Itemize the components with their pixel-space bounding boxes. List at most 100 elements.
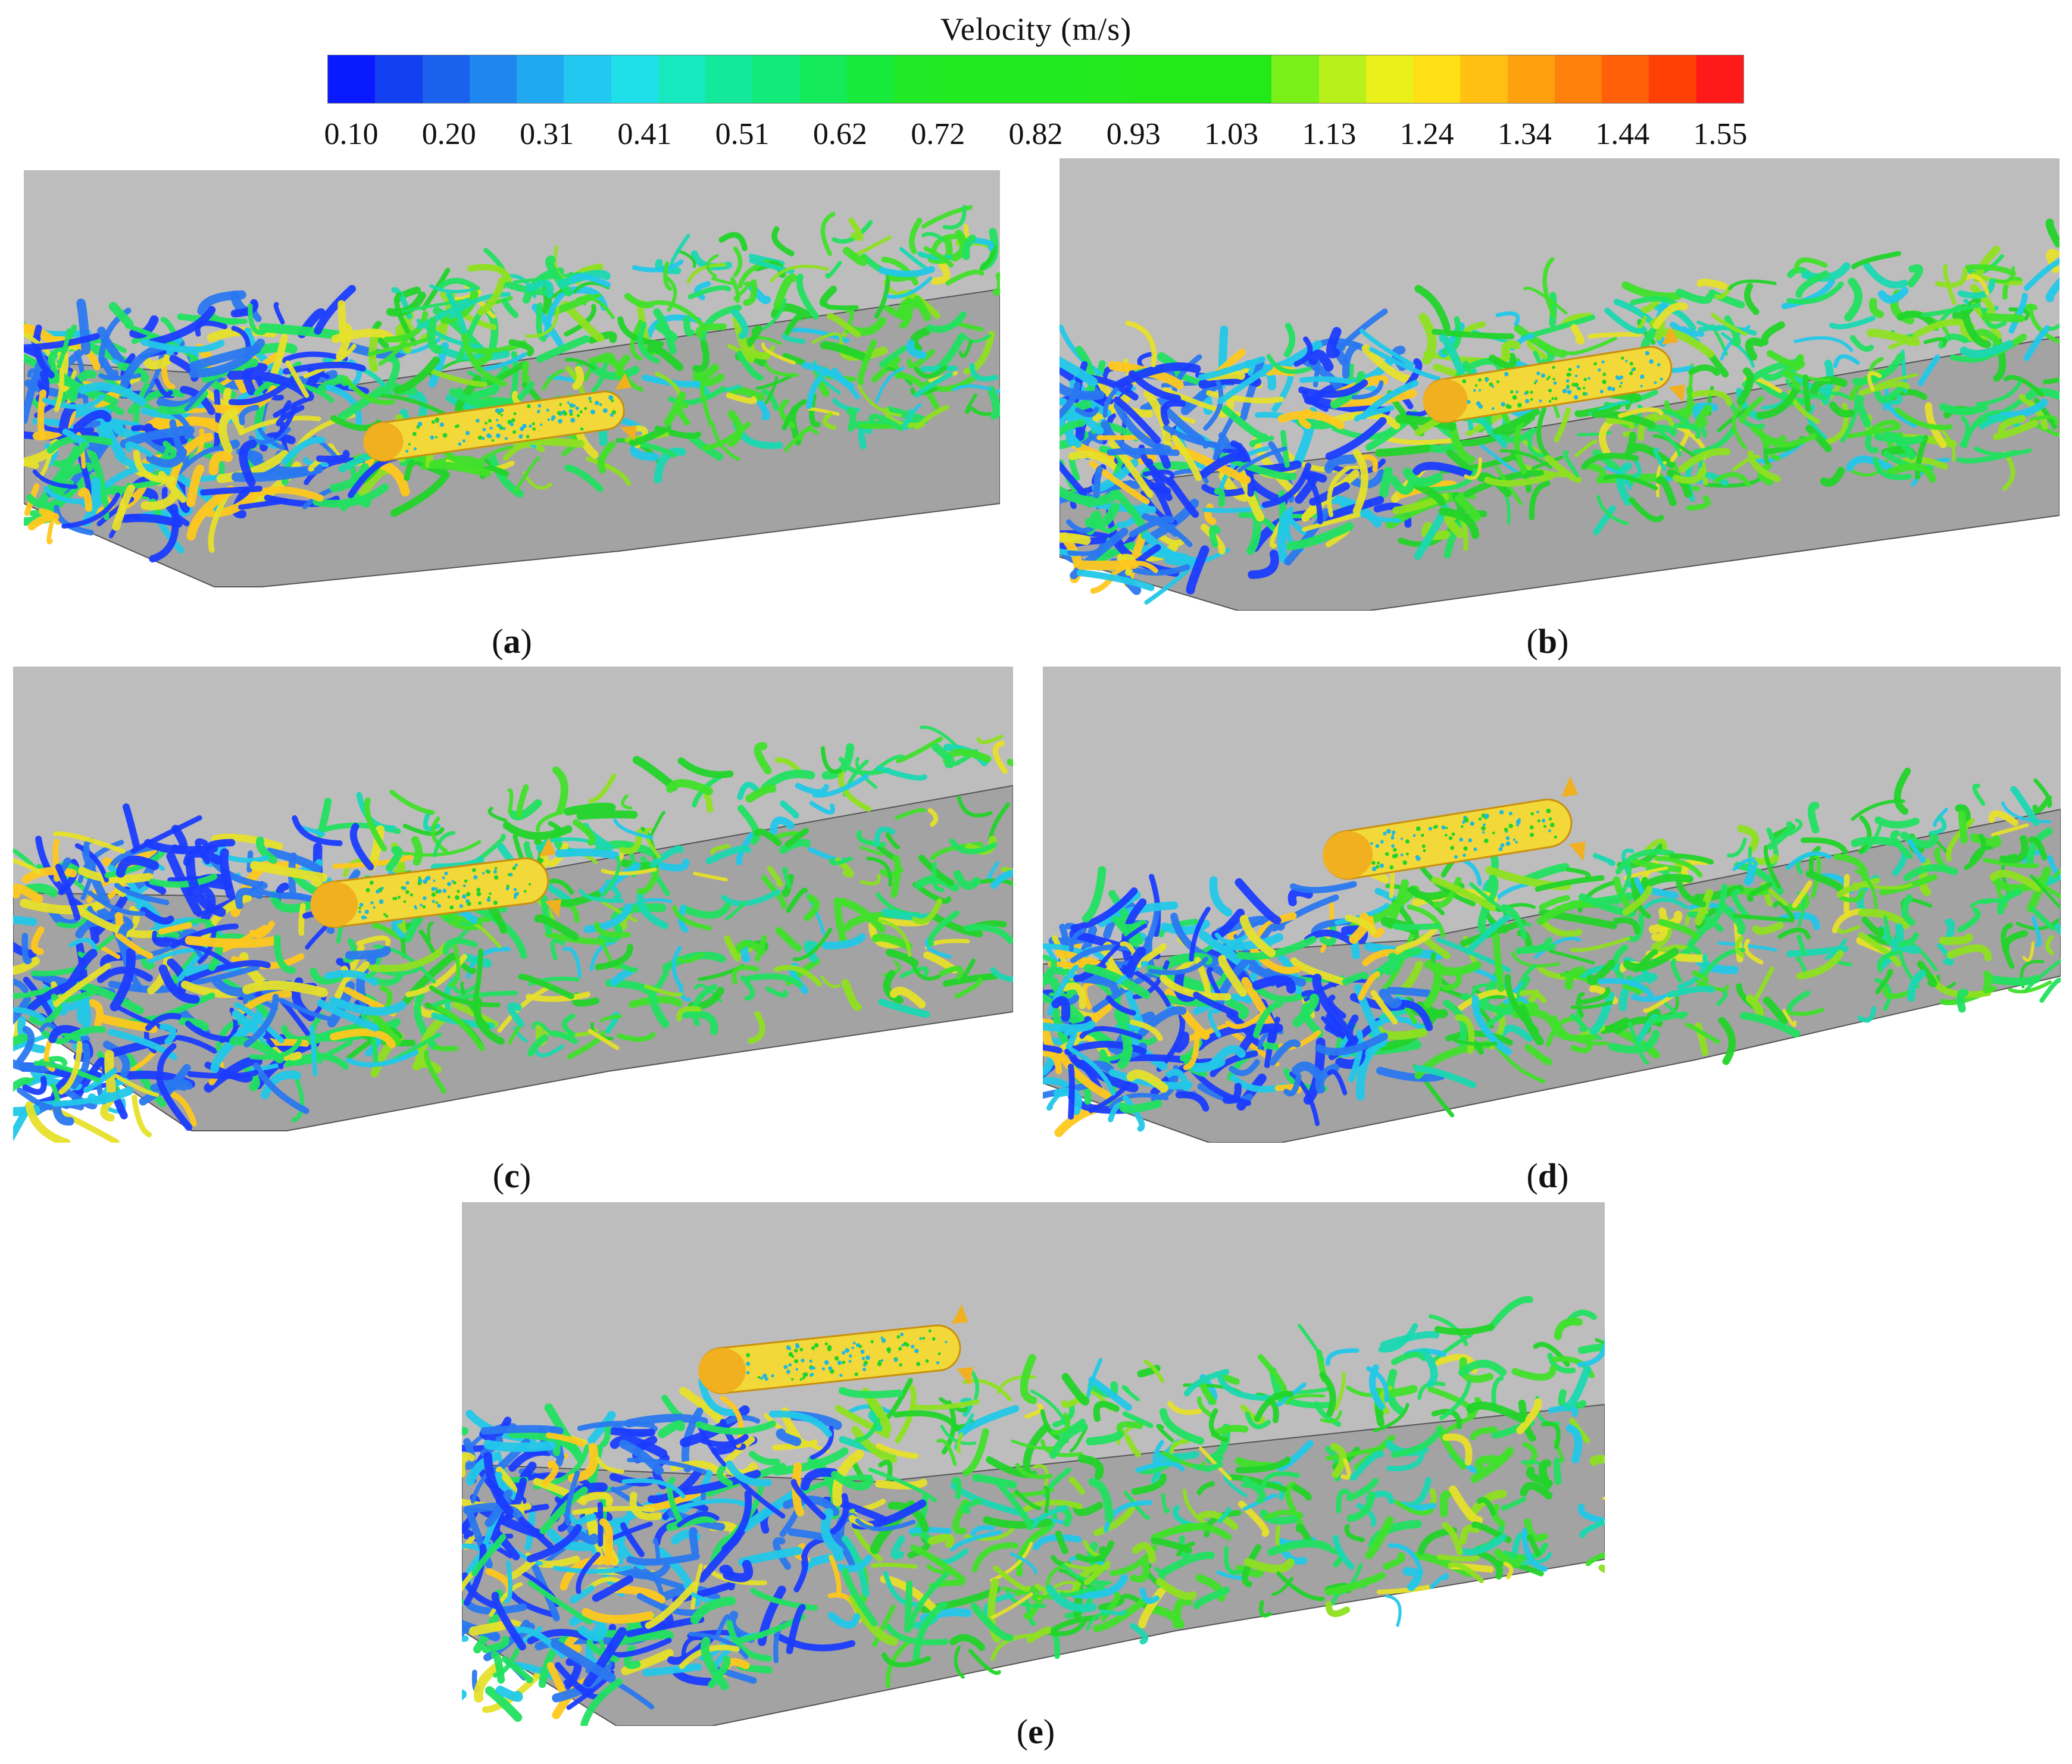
vortex-tube xyxy=(848,217,864,241)
vortex-tube xyxy=(2032,795,2052,814)
vortex-tube xyxy=(126,1053,167,1108)
vortex-tube xyxy=(770,303,811,320)
vortex-tube xyxy=(1261,1471,1301,1489)
vortex-tube xyxy=(1796,956,1809,977)
vortex-tube xyxy=(185,936,277,948)
vortex-tube xyxy=(542,1460,559,1487)
vortex-tube xyxy=(218,407,239,454)
vortex-tube xyxy=(1781,279,1836,309)
vortex-tube xyxy=(1721,332,1755,368)
vortex-tube xyxy=(1833,354,1860,368)
vortex-tube xyxy=(1511,951,1561,968)
vortex-tube xyxy=(936,1438,957,1466)
vortex-tube xyxy=(1280,430,1290,468)
vortex-tube xyxy=(2030,874,2061,909)
vortex-tube xyxy=(1787,990,1811,1012)
vortex-tube xyxy=(526,280,554,298)
vortex-tube xyxy=(1064,1040,1147,1055)
vortex-tube xyxy=(462,1452,476,1478)
vortex-tube xyxy=(1802,374,1811,412)
vortex-tube xyxy=(865,856,892,887)
colorbar-tick-label: 1.34 xyxy=(1497,117,1552,151)
panel-e-image xyxy=(462,1202,1605,1726)
vortex-tube xyxy=(1043,968,1055,987)
vortex-tube xyxy=(1570,324,1585,345)
vortex-tube xyxy=(472,347,493,368)
vortex-tube xyxy=(1079,1026,1143,1040)
vortex-tube xyxy=(932,743,955,768)
vortex-tube xyxy=(253,1062,310,1114)
vortex-tube xyxy=(1068,1476,1085,1495)
vortex-tube xyxy=(1108,1093,1169,1109)
vortex-tube xyxy=(1696,320,1721,331)
vortex-tube xyxy=(345,1050,419,1068)
vortex-tube xyxy=(1403,467,1443,487)
vortex-tube xyxy=(644,984,683,997)
vortex-tube xyxy=(969,406,992,416)
vortex-tube xyxy=(1999,835,2029,864)
vortex-tube xyxy=(609,353,644,392)
vortex-tube xyxy=(1965,264,2016,276)
vortex-tube xyxy=(232,990,292,1020)
vortex-tube xyxy=(1258,912,1297,937)
vortex-tube xyxy=(562,947,582,978)
vortex-tube xyxy=(754,935,767,962)
colorbar-segment xyxy=(1318,55,1366,103)
vortex-tube xyxy=(1874,384,1905,403)
vortex-tube xyxy=(1811,855,1821,898)
vortex-tube xyxy=(1412,462,1475,479)
colorbar-segment xyxy=(1554,55,1602,103)
vortex-tube xyxy=(1309,481,1350,506)
vortex-tube xyxy=(1503,1561,1514,1580)
vortex-tube xyxy=(108,514,140,539)
vortex-tube xyxy=(914,365,948,379)
vortex-tube xyxy=(1603,474,1658,490)
vortex-tube xyxy=(564,1631,582,1653)
vortex-tube xyxy=(16,1025,35,1065)
vortex-tube xyxy=(1668,853,1714,865)
vortex-tube xyxy=(782,399,807,431)
vortex-tube xyxy=(145,947,199,965)
vortex-tube xyxy=(1379,467,1393,498)
vortex-tube xyxy=(595,943,633,971)
vortex-tube xyxy=(761,875,787,909)
vortex-tube xyxy=(1242,1544,1261,1588)
vortex-tube xyxy=(975,878,1013,887)
vortex-tube xyxy=(1373,1403,1410,1433)
vortex-tube xyxy=(710,421,740,461)
panel-c-image xyxy=(13,667,1013,1143)
vortex-tube xyxy=(2004,374,2045,397)
vortex-tube xyxy=(597,1502,604,1547)
vortex-tube xyxy=(1455,494,1481,522)
vortex-tube xyxy=(667,1477,684,1525)
vortex-tube xyxy=(1253,984,1308,1003)
vortex-tube xyxy=(1390,1427,1443,1458)
vortex-tube xyxy=(13,995,32,1025)
vortex-tube xyxy=(910,1544,966,1583)
vortex-tube xyxy=(1096,434,1154,440)
vortex-tube xyxy=(204,1056,262,1093)
vortex-tube xyxy=(1873,456,1912,480)
vortex-tube xyxy=(585,456,631,486)
vortex-tube xyxy=(1325,1572,1386,1596)
vortex-tube xyxy=(1492,933,1505,992)
vortex-tube xyxy=(87,905,116,920)
vortex-tube xyxy=(740,975,755,1001)
vortex-tube xyxy=(1743,857,1758,886)
vortex-tube xyxy=(841,1535,870,1597)
vortex-tube xyxy=(1289,881,1357,894)
vortex-tube xyxy=(20,898,105,915)
vortex-tube xyxy=(1108,912,1142,953)
vortex-tube xyxy=(658,858,690,872)
vortex-tube xyxy=(647,343,684,371)
vortex-tube xyxy=(13,1006,46,1022)
vortex-tube xyxy=(1129,1019,1163,1041)
vortex-tube xyxy=(210,857,268,889)
vortex-tube xyxy=(1174,1031,1190,1053)
vortex-tube xyxy=(1385,1594,1402,1627)
vortex-tube xyxy=(748,1011,765,1044)
vortex-tube xyxy=(204,491,258,517)
vortex-tube xyxy=(636,868,660,894)
vortex-tube xyxy=(1015,1462,1054,1480)
vortex-tube xyxy=(433,831,456,858)
